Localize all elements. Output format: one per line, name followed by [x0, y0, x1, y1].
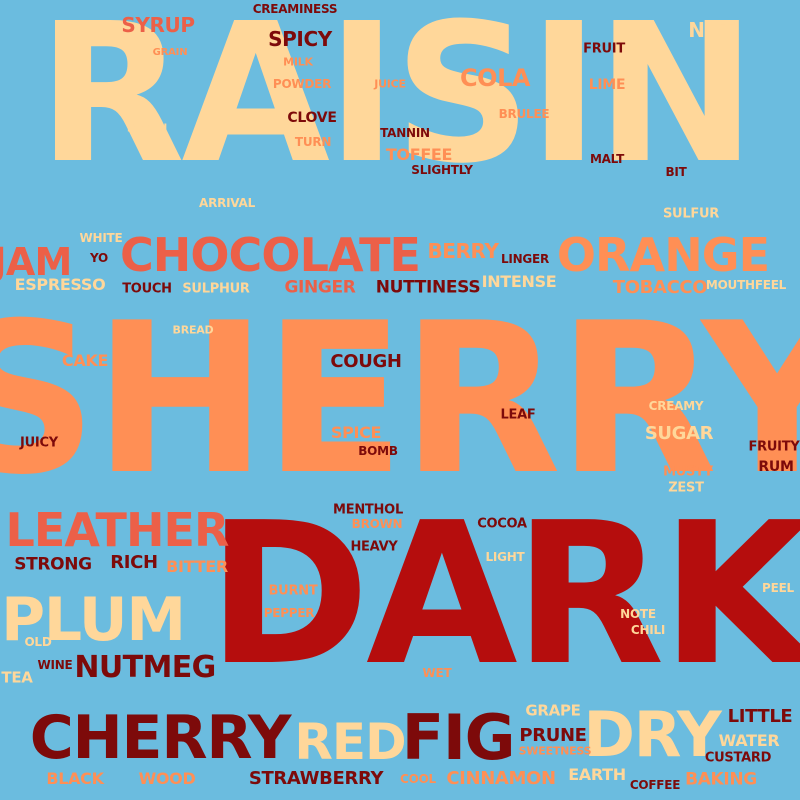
word-juice: JUICE: [374, 77, 406, 91]
word-slightly: SLIGHTLY: [411, 163, 473, 177]
word-cherry: CHERRY: [29, 703, 292, 773]
word-black: BLACK: [46, 769, 104, 788]
word-wine: WINE: [37, 658, 73, 672]
word-fruity: FRUITY: [748, 439, 800, 455]
word-nut: NUT: [688, 18, 734, 42]
word-chocolate: CHOCOLATE: [119, 228, 421, 282]
word-water: WATER: [718, 731, 780, 750]
word-sweetness: SWEETNESS: [518, 744, 592, 758]
word-nuttiness: NUTTINESS: [375, 277, 481, 298]
word-tannin: TANNIN: [380, 126, 430, 140]
word-leather: LEATHER: [5, 503, 229, 557]
word-earth: EARTH: [568, 765, 626, 784]
word-intense: INTENSE: [481, 272, 557, 291]
word-brulee: BRULEE: [498, 107, 550, 121]
word-heavy: HEAVY: [350, 539, 398, 555]
word-leaf: LEAF: [500, 407, 536, 423]
word-musty: MUSTY: [663, 464, 713, 480]
word-spice: SPICE: [330, 423, 382, 442]
word-jam: JAM: [0, 240, 72, 284]
word-light: LIGHT: [485, 550, 525, 564]
word-old: OLD: [24, 635, 52, 649]
word-powder: POWDER: [272, 77, 332, 91]
word-lime: LIME: [588, 77, 626, 93]
word-note: NOTE: [620, 607, 656, 621]
word-grain: GRAIN: [152, 47, 188, 58]
word-sulfur: SULFUR: [662, 206, 720, 222]
word-sulphur: SULPHUR: [182, 281, 250, 297]
word-little: LITTLE: [727, 706, 793, 727]
word-touch: TOUCH: [122, 281, 172, 297]
word-pepper: PEPPER: [263, 606, 315, 620]
word-toffee: TOFFEE: [385, 145, 453, 164]
word-syrup: SYRUP: [121, 13, 195, 37]
word-berry: BERRY: [427, 239, 499, 263]
word-arrival: ARRIVAL: [199, 196, 255, 210]
word-linger: LINGER: [500, 252, 550, 266]
word-brown: BROWN: [351, 517, 403, 531]
word-zest: ZEST: [668, 480, 704, 496]
word-rich: RICH: [110, 552, 158, 573]
word-yo: YO: [90, 251, 108, 265]
word-milk: MILK: [283, 55, 313, 69]
word-cola: COLA: [460, 64, 530, 92]
word-chili: CHILI: [630, 623, 666, 637]
word-ginger: GINGER: [284, 277, 356, 298]
word-turn: TURN: [294, 135, 332, 149]
word-bread: BREAD: [172, 323, 214, 337]
word-cocoa: COCOA: [477, 516, 527, 532]
word-malt: MALT: [589, 152, 625, 166]
word-bomb: BOMB: [358, 444, 398, 458]
word-sugar: SUGAR: [644, 423, 714, 444]
word-white: WHITE: [79, 231, 123, 245]
word-creaminess: CREAMINESS: [252, 2, 338, 16]
word-plum: PLUM: [1, 585, 186, 655]
word-sherry: SHERRY: [0, 279, 800, 521]
word-clove: CLOVE: [287, 110, 337, 126]
word-grape: GRAPE: [525, 701, 581, 720]
word-prune: PRUNE: [519, 725, 587, 746]
word-tobacco: TOBACCO: [612, 277, 708, 298]
word-red: RED: [294, 713, 406, 771]
word-orange: ORANGE: [556, 228, 770, 282]
word-fig: FIG: [401, 701, 516, 774]
word-peel: PEEL: [762, 581, 794, 595]
word-cake: CAKE: [61, 351, 109, 370]
word-fruit: FRUIT: [583, 41, 625, 57]
word-cool: COOL: [400, 772, 436, 786]
word-bit: BIT: [665, 165, 687, 179]
word-espresso: ESPRESSO: [14, 275, 106, 294]
word-juicy: JUICY: [20, 435, 58, 451]
word-cinnamon: CINNAMON: [446, 768, 556, 789]
word-dry: DRY: [583, 698, 722, 771]
word-cough: COUGH: [330, 351, 402, 372]
word-pecan: PECAN: [126, 121, 168, 135]
word-strong: STRONG: [14, 554, 92, 575]
word-nutmeg: NUTMEG: [74, 650, 216, 685]
word-burnt: BURNT: [268, 583, 318, 599]
word-strawberry: STRAWBERRY: [248, 768, 384, 789]
word-baking: BAKING: [685, 769, 757, 790]
word-tea: TEA: [1, 668, 33, 687]
word-wood: WOOD: [138, 769, 196, 788]
word-creamy: CREAMY: [648, 399, 704, 413]
word-bitter: BITTER: [166, 557, 228, 576]
word-rum: RUM: [758, 459, 794, 475]
word-coffee: COFFEE: [629, 778, 681, 792]
word-mouthfeel: MOUTHFEEL: [705, 278, 787, 292]
word-raisin: RAISIN: [37, 0, 756, 206]
word-wet: WET: [422, 666, 452, 680]
word-dark: DARK: [207, 481, 800, 709]
word-menthol: MENTHOL: [333, 502, 403, 518]
word-spicy: SPICY: [268, 27, 332, 51]
word-custard: CUSTARD: [704, 750, 772, 766]
